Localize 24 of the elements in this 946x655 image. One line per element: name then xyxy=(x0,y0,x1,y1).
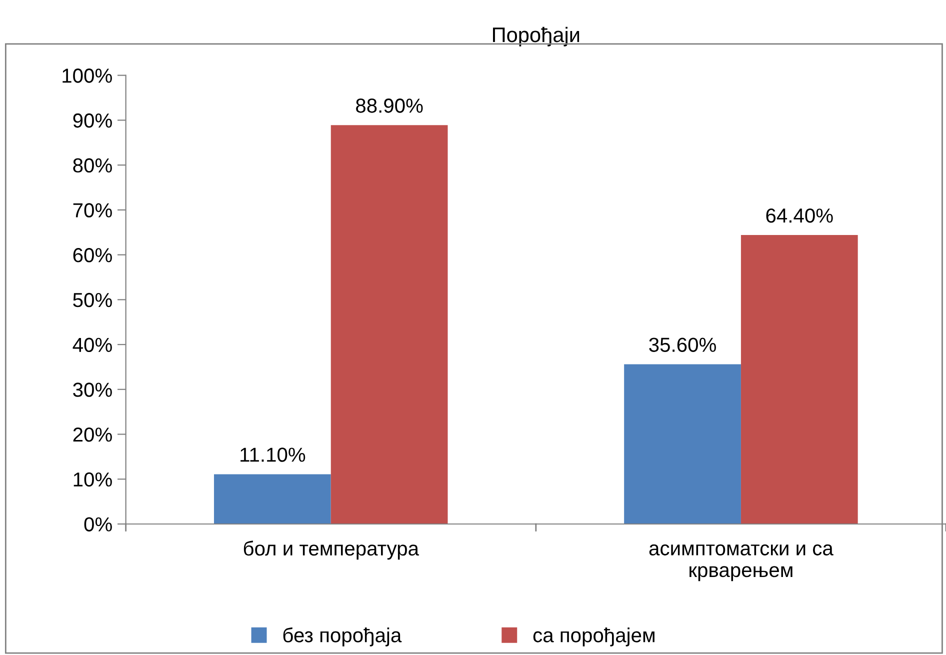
data-label: 35.60% xyxy=(649,338,716,352)
x-tick-label: асимптоматски и са крварењем xyxy=(649,544,834,582)
y-tick-label: 90% xyxy=(73,113,112,128)
data-label: 11.10% xyxy=(240,448,306,462)
y-tick-label: 40% xyxy=(72,338,112,352)
bar xyxy=(330,125,448,524)
y-tick-label: 50% xyxy=(73,292,112,308)
data-label: 64.40% xyxy=(766,208,833,223)
y-tick-label: 20% xyxy=(73,428,112,442)
bar xyxy=(740,235,858,524)
y-tick-label: 80% xyxy=(73,158,112,173)
data-label: 88.90% xyxy=(356,98,423,113)
y-tick-label: 30% xyxy=(73,382,112,397)
bar xyxy=(214,474,331,524)
legend-label: са порођајем xyxy=(533,628,654,646)
y-tick-label: 100% xyxy=(62,68,112,83)
y-tick-label: 60% xyxy=(73,248,112,262)
y-tick-label: 0% xyxy=(84,517,112,532)
x-tick-label: бол и температура xyxy=(244,540,419,560)
y-tick-label: 10% xyxy=(74,472,112,487)
chart-title: Порођаји xyxy=(493,26,580,46)
legend-label: без порођаја xyxy=(283,627,402,646)
y-tick-label: 70% xyxy=(73,203,112,218)
bar xyxy=(624,364,741,524)
